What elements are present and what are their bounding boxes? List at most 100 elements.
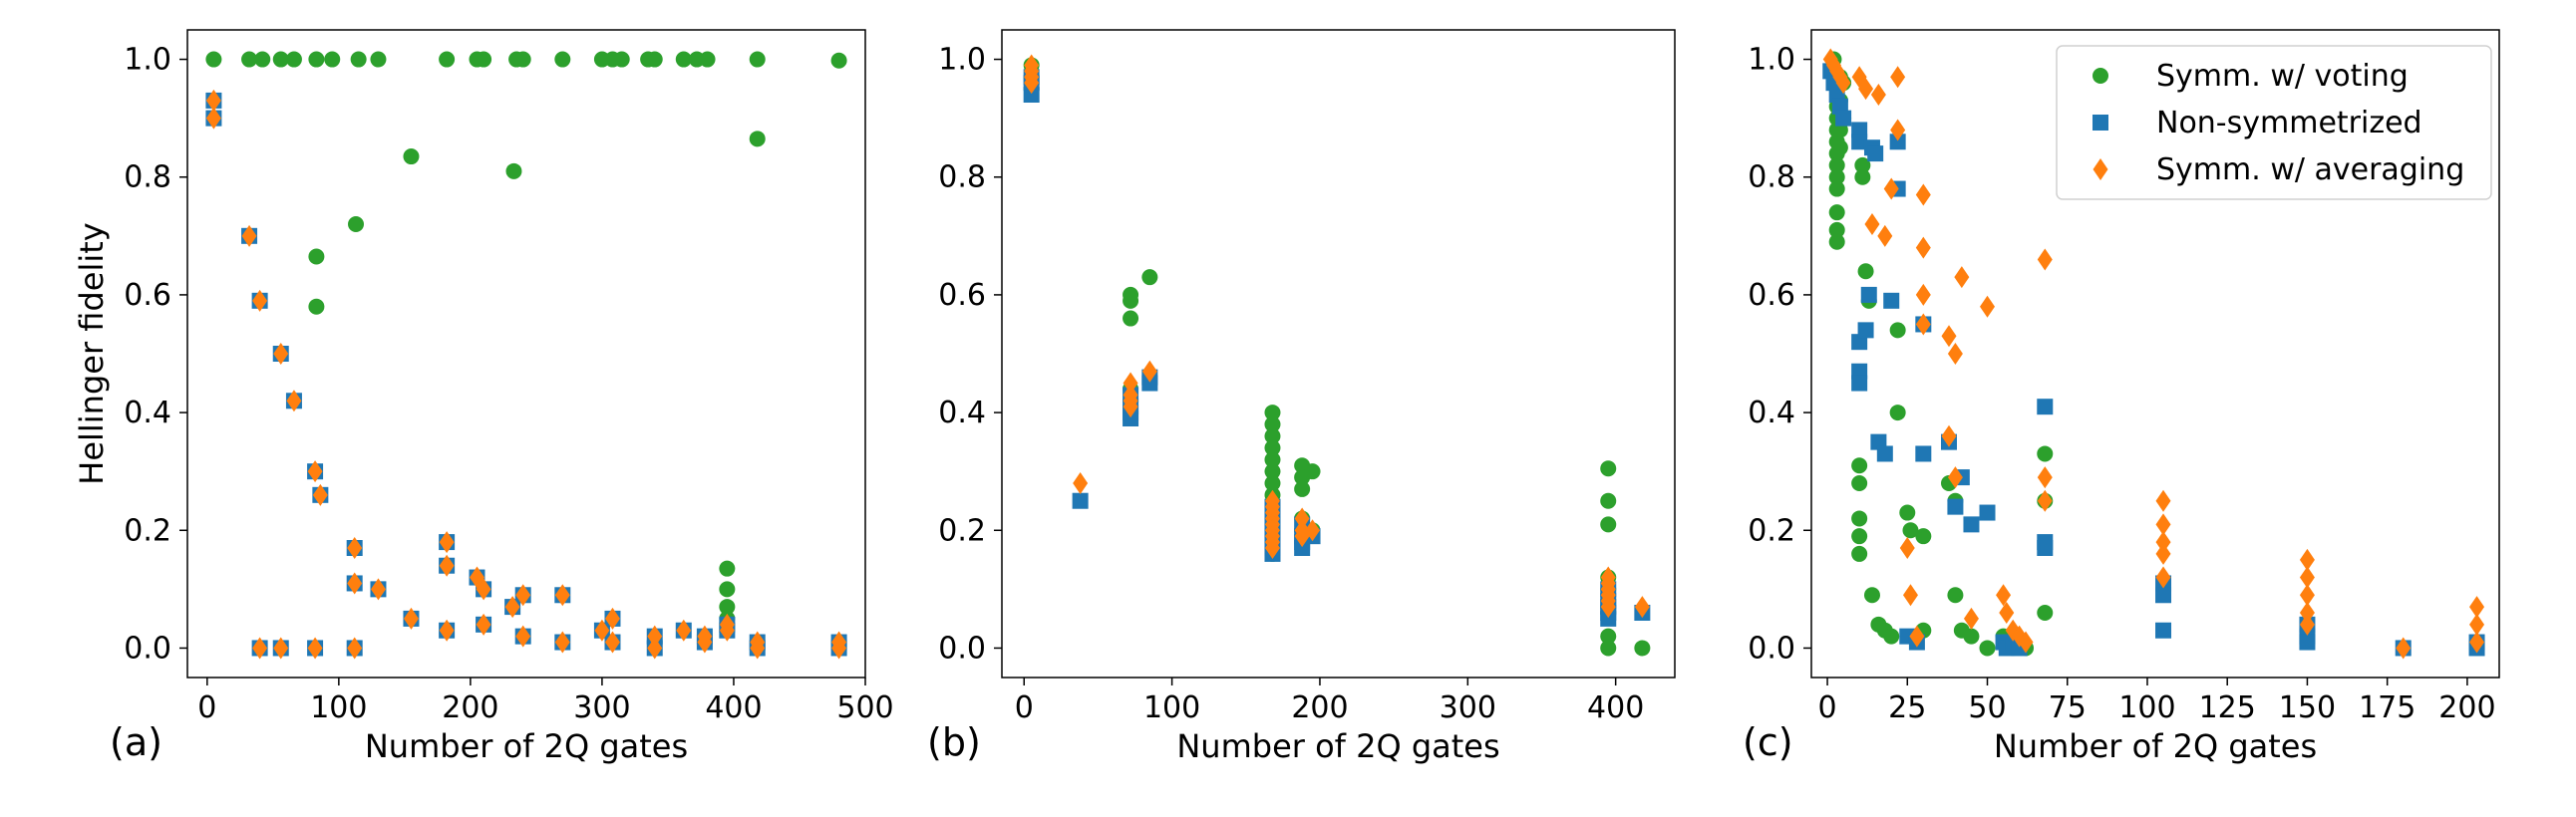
data-point bbox=[2037, 399, 2054, 415]
data-point bbox=[1831, 139, 1848, 156]
series-circle bbox=[205, 51, 847, 627]
data-point bbox=[1264, 475, 1281, 491]
y-tick-label: 0.6 bbox=[938, 278, 986, 313]
y-tick-label: 1.0 bbox=[938, 43, 986, 78]
data-point bbox=[252, 637, 268, 660]
y-tick-label: 0.8 bbox=[1748, 160, 1795, 195]
data-point bbox=[285, 51, 302, 68]
data-point bbox=[1870, 84, 1886, 106]
y-tick-label: 0.0 bbox=[124, 631, 171, 666]
data-point bbox=[1954, 266, 1970, 289]
data-point bbox=[647, 625, 663, 648]
data-point bbox=[1294, 480, 1311, 497]
series-diamond bbox=[1822, 48, 2485, 660]
data-point bbox=[205, 51, 222, 68]
x-tick-label: 0 bbox=[1817, 690, 1836, 725]
data-point bbox=[2155, 531, 2171, 554]
data-point bbox=[1141, 360, 1157, 383]
data-point bbox=[2469, 613, 2485, 636]
data-point bbox=[1828, 221, 1845, 238]
data-point bbox=[2037, 248, 2053, 271]
data-point bbox=[1947, 498, 1964, 515]
data-point bbox=[2155, 542, 2171, 565]
data-point bbox=[1851, 510, 1868, 527]
data-point bbox=[2396, 637, 2412, 660]
data-point bbox=[1947, 466, 1963, 489]
series-diamond bbox=[205, 89, 847, 660]
data-point bbox=[647, 637, 663, 660]
legend-marker bbox=[2093, 115, 2108, 131]
y-axis-title: Hellinger fidelity bbox=[73, 222, 111, 484]
data-point bbox=[2155, 489, 2171, 512]
data-point bbox=[1999, 602, 2015, 624]
data-point bbox=[254, 51, 271, 68]
data-point bbox=[719, 581, 736, 598]
data-point bbox=[2155, 513, 2171, 536]
data-point bbox=[1915, 445, 1932, 462]
data-point bbox=[2299, 548, 2315, 571]
data-point bbox=[324, 51, 341, 68]
data-point bbox=[1600, 516, 1617, 533]
data-point bbox=[1828, 156, 1845, 173]
data-point bbox=[1902, 522, 1919, 539]
data-point bbox=[1915, 236, 1931, 259]
axes-frame bbox=[1001, 29, 1676, 679]
axes-frame bbox=[186, 29, 866, 679]
data-point bbox=[1857, 263, 1874, 280]
panel-label: (c) bbox=[1743, 720, 1793, 764]
data-point bbox=[646, 51, 663, 68]
axes-frame bbox=[1810, 29, 2500, 679]
data-point bbox=[604, 607, 620, 630]
legend-marker bbox=[2093, 68, 2108, 84]
data-point bbox=[1851, 475, 1868, 491]
data-point bbox=[699, 51, 716, 68]
data-point bbox=[1141, 269, 1158, 286]
y-tick-label: 0.2 bbox=[1748, 513, 1795, 548]
data-point bbox=[1889, 322, 1906, 339]
data-point bbox=[312, 483, 328, 506]
x-tick-label: 300 bbox=[573, 690, 630, 725]
data-point bbox=[1963, 607, 1979, 630]
data-point bbox=[719, 599, 736, 616]
data-point bbox=[1072, 492, 1089, 509]
y-tick-label: 1.0 bbox=[124, 43, 171, 78]
data-point bbox=[1889, 134, 1906, 150]
data-point bbox=[1883, 292, 1900, 309]
data-point bbox=[350, 51, 367, 68]
data-point bbox=[2299, 602, 2315, 624]
data-point bbox=[1141, 375, 1158, 392]
data-point bbox=[241, 51, 258, 68]
data-point bbox=[2469, 596, 2485, 619]
data-point bbox=[2155, 566, 2171, 589]
panel-b: 0 100 200 300 400 0.0 0.2 0.4 0.6 0.8 1.0 Number of… bbox=[927, 29, 1676, 765]
data-point bbox=[2018, 631, 2034, 654]
data-point bbox=[1024, 72, 1040, 95]
data-point bbox=[514, 51, 531, 68]
x-tick-label: 200 bbox=[1291, 690, 1348, 725]
data-point bbox=[1883, 628, 1900, 645]
x-tick-label: 400 bbox=[1587, 690, 1644, 725]
data-point bbox=[1305, 519, 1321, 542]
series-square bbox=[1023, 69, 1651, 627]
data-point bbox=[1634, 640, 1651, 657]
data-point bbox=[1883, 177, 1899, 200]
y-tick-label: 0.6 bbox=[124, 278, 171, 313]
y-tick-label: 0.6 bbox=[1748, 278, 1795, 313]
data-point bbox=[1634, 596, 1650, 619]
data-point bbox=[1979, 504, 1996, 521]
x-tick-label: 50 bbox=[1968, 690, 2006, 725]
data-point bbox=[2299, 584, 2315, 607]
data-point bbox=[347, 537, 363, 559]
data-point bbox=[1123, 410, 1139, 426]
data-point bbox=[554, 631, 570, 654]
data-point bbox=[1600, 628, 1617, 645]
data-point bbox=[1264, 439, 1281, 456]
data-point bbox=[205, 89, 221, 112]
x-axis-title: Number of 2Q gates bbox=[1176, 727, 1499, 765]
data-point bbox=[273, 343, 289, 365]
data-point bbox=[476, 51, 492, 68]
data-point bbox=[1828, 168, 1845, 185]
x-tick-label: 0 bbox=[197, 690, 216, 725]
x-tick-label: 25 bbox=[1888, 690, 1926, 725]
data-point bbox=[2037, 466, 2053, 489]
